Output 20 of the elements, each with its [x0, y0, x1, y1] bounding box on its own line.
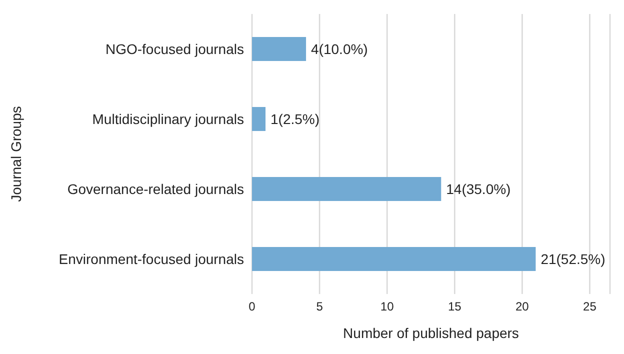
- data-label: 1(2.5%): [270, 110, 320, 127]
- x-tick-label: 25: [583, 300, 597, 314]
- data-label: 4(10.0%): [311, 40, 368, 57]
- x-tick-label: 15: [448, 300, 462, 314]
- bar: [252, 247, 536, 271]
- data-label: 14(35.0%): [446, 180, 511, 197]
- bar: [252, 177, 442, 201]
- bar: [252, 37, 306, 61]
- bar: [252, 107, 266, 131]
- x-tick-label: 0: [248, 300, 256, 314]
- y-tick-label: NGO-focused journals: [105, 40, 244, 57]
- y-tick-label: Multidisciplinary journals: [92, 110, 244, 127]
- x-tick-label: 5: [316, 300, 324, 314]
- data-label: 21(52.5%): [540, 250, 606, 267]
- x-axis-title: Number of published papers: [343, 324, 519, 341]
- x-tick-label: 10: [380, 300, 394, 314]
- y-tick-label: Environment-focused journals: [58, 250, 244, 267]
- y-axis-title: Journal Groups: [8, 106, 24, 202]
- y-tick-label: Governance-related journals: [67, 180, 244, 197]
- x-tick-label: 20: [516, 300, 530, 314]
